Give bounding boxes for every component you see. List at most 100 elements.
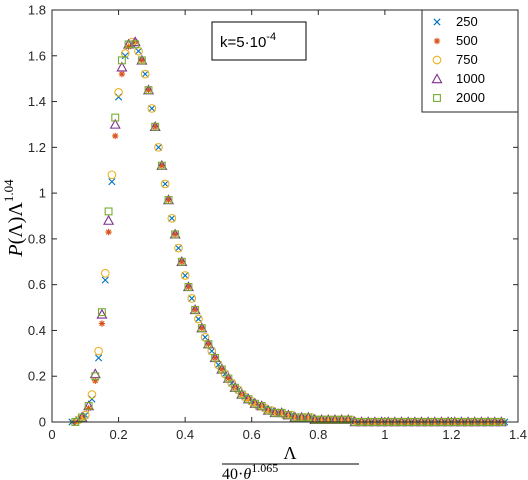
circle-marker-shape — [87, 390, 97, 399]
square-marker-shape — [217, 365, 226, 374]
square-marker-shape — [157, 161, 166, 170]
data-point — [151, 123, 159, 130]
square-marker-shape — [433, 94, 441, 102]
data-point — [194, 314, 203, 324]
star-marker-stroke — [158, 162, 166, 169]
y-tick-label: 0.6 — [28, 277, 46, 292]
data-point — [95, 354, 103, 362]
star-marker-stroke — [198, 324, 205, 332]
data-point — [88, 395, 96, 403]
data-point — [92, 377, 99, 384]
y-tick-label: 1 — [39, 186, 46, 201]
x-marker-stroke — [88, 395, 96, 403]
data-point — [244, 395, 253, 404]
x-marker-stroke — [168, 214, 176, 222]
star-marker-stroke — [145, 86, 152, 94]
circle-marker-shape — [154, 142, 163, 152]
square-marker-shape — [191, 305, 200, 314]
data-point — [197, 324, 206, 333]
square-marker-shape — [204, 340, 213, 349]
data-point — [101, 276, 109, 284]
square-marker-shape — [211, 353, 220, 362]
x-marker-stroke — [201, 333, 209, 341]
data-point — [84, 402, 93, 410]
x-marker-stroke — [161, 180, 169, 188]
data-point — [185, 283, 192, 291]
data-point — [161, 180, 169, 188]
data-point — [224, 374, 233, 383]
data-point — [181, 271, 189, 280]
square-marker-shape — [144, 86, 153, 95]
x-marker-stroke — [95, 354, 103, 362]
data-point — [107, 170, 117, 180]
data-point — [137, 56, 146, 65]
data-point — [217, 365, 226, 374]
star-marker-stroke — [191, 306, 199, 314]
triangle-marker-shape — [109, 118, 121, 129]
y-tick-label: 1.4 — [28, 94, 46, 109]
data-point — [194, 315, 203, 323]
data-point — [208, 347, 216, 355]
data-point — [205, 340, 212, 348]
data-point — [164, 196, 173, 204]
circle-marker-shape — [167, 213, 177, 223]
x-tick-label: 1.2 — [442, 427, 460, 442]
square-marker-shape — [224, 374, 233, 383]
square-marker-shape — [164, 196, 173, 204]
y-tick-label: 1.2 — [28, 140, 46, 155]
square-marker-shape — [237, 390, 246, 399]
data-point — [198, 324, 205, 332]
data-point — [237, 390, 246, 399]
x-marker-stroke — [141, 70, 149, 78]
legend-marker-250 — [433, 18, 441, 26]
data-point — [188, 294, 196, 302]
data-point — [96, 308, 108, 319]
circle-marker-shape — [194, 314, 203, 324]
x-marker-stroke — [433, 18, 441, 26]
y-tick-label: 0 — [39, 415, 46, 430]
data-point — [141, 70, 149, 78]
legend: 250 500 750 1000 2000 — [421, 9, 519, 113]
star-marker-stroke — [118, 70, 126, 78]
data-point — [191, 306, 199, 314]
data-point — [165, 196, 172, 204]
data-point — [100, 268, 110, 278]
data-point — [147, 104, 157, 113]
data-point — [85, 405, 92, 412]
x-marker-stroke — [181, 271, 189, 280]
x-tick-label: 0.4 — [176, 427, 194, 442]
data-point — [178, 258, 186, 265]
x-axis-label-denominator: 40·θ1.065 — [222, 461, 278, 480]
data-point — [138, 57, 146, 64]
annotation-frame — [211, 21, 307, 61]
circle-marker-shape — [114, 88, 123, 97]
circle-marker-shape — [94, 346, 103, 356]
square-marker-shape — [184, 283, 193, 291]
data-point — [171, 231, 179, 238]
data-point — [204, 340, 213, 349]
legend-label: 250 — [456, 14, 478, 29]
circle-marker-shape — [180, 271, 190, 280]
data-point — [211, 353, 220, 362]
legend-label: 2000 — [456, 90, 485, 105]
x-tick-label: 1 — [381, 427, 388, 442]
axes-box — [51, 9, 519, 423]
triangle-marker-shape — [89, 368, 101, 379]
annotation-text: k=5·10-4 — [220, 31, 276, 51]
circle-marker-shape — [100, 268, 110, 278]
star-marker-stroke — [105, 228, 112, 236]
x-marker-stroke — [134, 47, 143, 55]
square-marker-shape — [84, 402, 93, 410]
data-point — [87, 390, 97, 399]
x-marker-stroke — [121, 52, 129, 60]
data-point — [91, 372, 100, 381]
data-point — [154, 142, 163, 152]
data-point — [177, 257, 186, 266]
star-marker-stroke — [178, 258, 186, 265]
data-point — [112, 132, 119, 140]
y-axis-ticks: 0 0.2 0.4 0.6 0.8 1 1.2 1.4 1.6 1.8 — [28, 3, 518, 430]
data-point — [114, 93, 123, 101]
x-marker-stroke — [208, 347, 216, 355]
legend-marker-500 — [433, 37, 441, 45]
